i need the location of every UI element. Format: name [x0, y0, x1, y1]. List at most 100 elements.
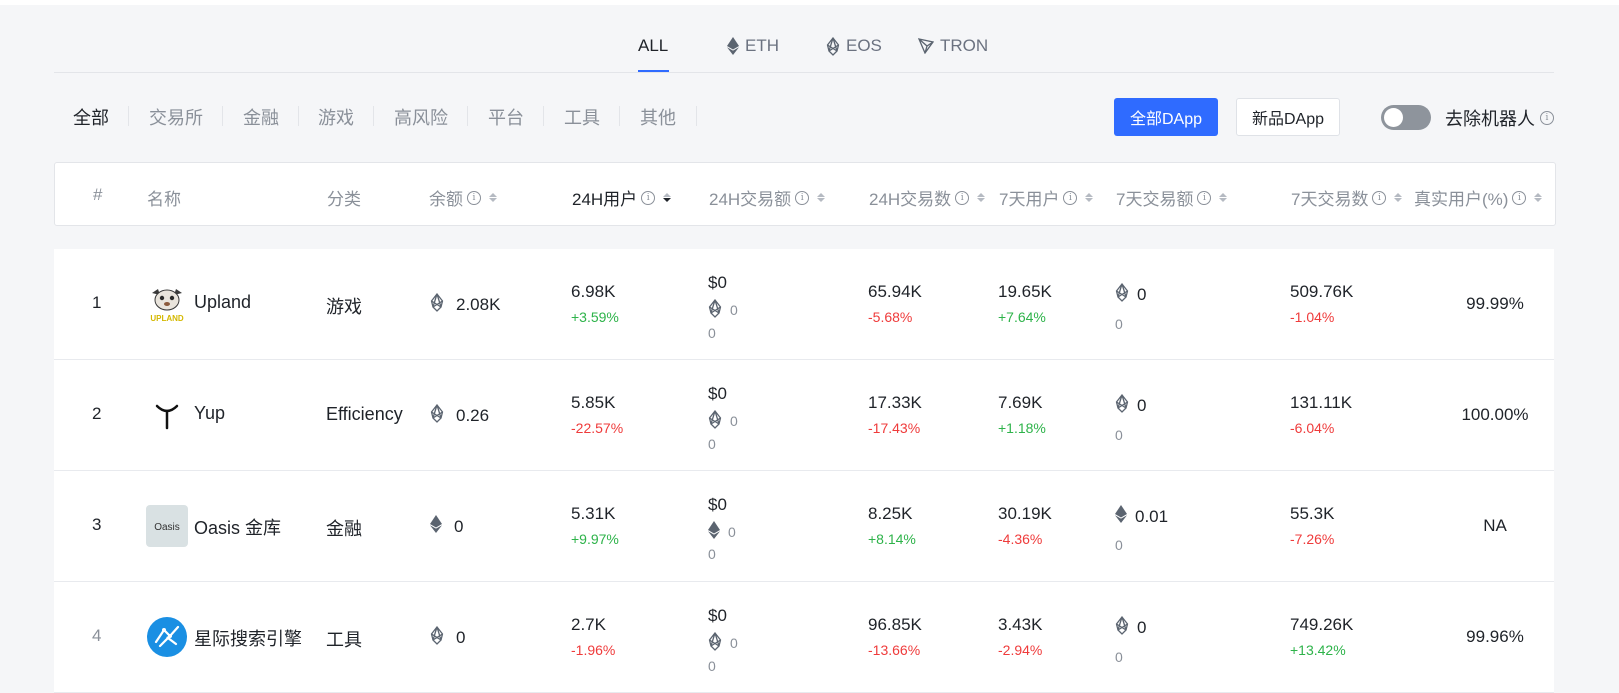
tx-24h-change: +8.14%	[868, 531, 916, 547]
tab-all-label: ALL	[638, 36, 669, 55]
sort-icon[interactable]	[1534, 193, 1543, 202]
info-icon[interactable]: i	[1512, 190, 1527, 205]
volume-24h-usd: $0	[708, 384, 727, 403]
users-24h: 2.7K -1.96%	[571, 615, 615, 658]
volume-7d-sub: 0	[1115, 537, 1123, 553]
balance: 0	[430, 515, 463, 538]
table-row[interactable]: 4 星际搜索引擎 工具 0 2.7K -1.96% $0 0 0 96.85K …	[54, 582, 1554, 693]
column-users-24h[interactable]: 24H用户 i	[572, 185, 672, 210]
eos-icon	[1115, 615, 1129, 640]
info-icon[interactable]: i	[467, 190, 481, 205]
category-tools[interactable]: 工具	[564, 108, 600, 128]
balance: 0.26	[430, 403, 489, 428]
column-volume-7d[interactable]: 7天交易额 i	[1116, 185, 1228, 210]
users-24h-change: +9.97%	[571, 531, 619, 547]
sort-icon[interactable]	[1085, 193, 1094, 202]
sort-icon[interactable]	[977, 193, 986, 202]
new-dapp-button[interactable]: 新品DApp	[1236, 98, 1340, 136]
remove-bots-text: 去除机器人	[1445, 109, 1535, 129]
tab-eth[interactable]: ETH	[727, 36, 779, 56]
tab-eos[interactable]: EOS	[826, 36, 882, 56]
sort-icon[interactable]	[1219, 193, 1228, 202]
column-tx-7d[interactable]: 7天交易数 i	[1291, 185, 1403, 210]
info-icon[interactable]: i	[1063, 190, 1078, 205]
tx-7d-change: -7.26%	[1290, 531, 1335, 547]
category-all[interactable]: 全部	[73, 108, 109, 128]
category-high-risk[interactable]: 高风险	[394, 108, 448, 128]
dapp-name-link[interactable]: Upland	[194, 292, 252, 312]
top-bar	[0, 0, 1619, 5]
dapp-table: 1 UPLAND Upland 游戏 2.08K 6.98K +3.59% $0…	[54, 249, 1554, 693]
dapp-name-link[interactable]: 星际搜索引擎	[194, 629, 302, 649]
column-tx-24h[interactable]: 24H交易数 i	[869, 185, 986, 210]
volume-24h-usd: $0	[708, 606, 727, 625]
column-users-7d[interactable]: 7天用户 i	[999, 185, 1094, 210]
active-tab-indicator	[638, 70, 669, 72]
column-balance[interactable]: 余额 i	[429, 185, 497, 210]
info-icon[interactable]: i	[641, 190, 656, 205]
all-dapp-button[interactable]: 全部DApp	[1114, 98, 1218, 136]
sort-icon[interactable]	[489, 193, 497, 202]
volume-24h-amount: 0	[730, 635, 738, 651]
tx-7d-change: -1.04%	[1290, 309, 1335, 325]
users-7d: 7.69K +1.18%	[998, 393, 1046, 436]
balance-value: 0	[454, 516, 464, 536]
toggle-knob	[1384, 108, 1403, 127]
info-icon[interactable]: i	[795, 190, 810, 205]
tab-all[interactable]: ALL	[638, 36, 668, 56]
dapp-name-link[interactable]: Yup	[194, 403, 226, 423]
logo-text: UPLAND	[150, 314, 184, 323]
sort-icon[interactable]	[817, 193, 826, 202]
eos-icon	[708, 298, 722, 321]
info-icon[interactable]: i	[955, 190, 970, 205]
info-icon[interactable]: i	[1372, 190, 1387, 205]
users-24h-value: 5.85K	[571, 393, 616, 412]
column-volume-24h-label: 24H交易额	[709, 190, 792, 209]
rank: 2	[92, 404, 102, 423]
category-games[interactable]: 游戏	[318, 108, 354, 128]
divider	[696, 106, 697, 126]
eth-icon	[430, 515, 442, 538]
users-7d-value: 19.65K	[998, 282, 1052, 301]
volume-24h-amount: 0	[730, 302, 738, 318]
table-row[interactable]: 3 Oasis Oasis 金库 金融 0 5.31K +9.97% $0 0 …	[54, 471, 1554, 582]
tx-24h-value: 17.33K	[868, 393, 922, 412]
sort-icon[interactable]	[1394, 193, 1403, 202]
info-icon[interactable]: i	[1197, 190, 1212, 205]
volume-24h: $0 0 0	[708, 495, 736, 562]
column-volume-7d-label: 7天交易额	[1116, 190, 1194, 209]
table-row[interactable]: 1 UPLAND Upland 游戏 2.08K 6.98K +3.59% $0…	[54, 249, 1554, 360]
volume-24h-sub: 0	[708, 546, 716, 562]
volume-7d-sub: 0	[1115, 316, 1123, 332]
remove-bots-toggle[interactable]	[1381, 105, 1431, 130]
category-finance[interactable]: 金融	[243, 108, 279, 128]
volume-24h: $0 0 0	[708, 384, 738, 452]
table-row[interactable]: 2 Yup Efficiency 0.26 5.85K -22.57% $0 0…	[54, 360, 1554, 471]
tab-tron[interactable]: TRON	[918, 36, 988, 56]
category-other[interactable]: 其他	[640, 108, 676, 128]
column-tx-24h-label: 24H交易数	[869, 190, 952, 209]
column-tx-7d-label: 7天交易数	[1291, 190, 1369, 209]
rank: 3	[92, 515, 102, 534]
real-users: 100.00%	[1461, 405, 1529, 424]
users-7d-change: +7.64%	[998, 309, 1046, 325]
dapp-name-link[interactable]: Oasis 金库	[194, 518, 282, 538]
users-7d-change: -2.94%	[998, 642, 1043, 658]
divider	[619, 106, 620, 126]
tron-icon	[918, 38, 934, 54]
column-name: 名称	[147, 185, 181, 210]
column-real-users[interactable]: 真实用户(%) i	[1414, 185, 1543, 210]
volume-7d-value: 0.01	[1135, 506, 1169, 526]
category-exchange[interactable]: 交易所	[149, 108, 203, 128]
balance: 0	[430, 625, 465, 650]
volume-7d-sub: 0	[1115, 427, 1123, 443]
sort-desc-icon[interactable]	[663, 193, 672, 202]
chain-tabs: ALL ETH EOS TRON	[0, 0, 1619, 72]
info-icon[interactable]: i	[1540, 111, 1554, 125]
tx-24h: 96.85K -13.66%	[868, 615, 922, 658]
volume-24h-sub: 0	[708, 658, 716, 674]
category-platform[interactable]: 平台	[488, 108, 524, 128]
users-7d-value: 7.69K	[998, 393, 1043, 412]
column-volume-24h[interactable]: 24H交易额 i	[709, 185, 826, 210]
users-24h-value: 2.7K	[571, 615, 606, 634]
